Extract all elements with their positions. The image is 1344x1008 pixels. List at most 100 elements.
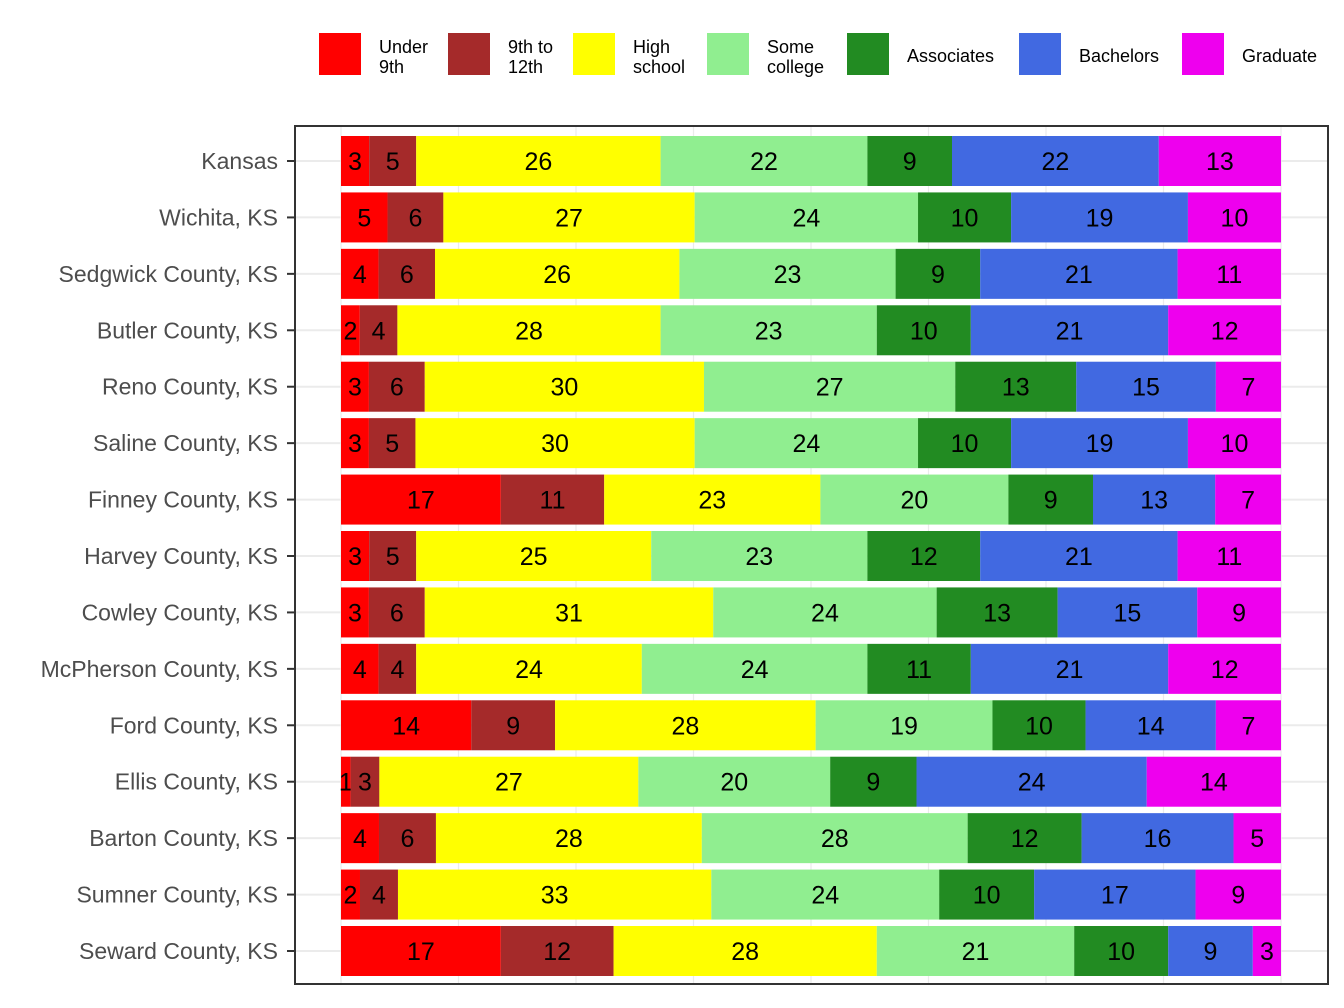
data-label: 23 (745, 543, 773, 571)
bar-segment (703, 361, 956, 412)
data-label: 12 (1211, 656, 1239, 684)
data-label: 28 (515, 317, 543, 345)
plot-panel-border (294, 125, 1329, 985)
data-label: 12 (1211, 317, 1239, 345)
bar-segment (341, 643, 379, 694)
y-tick-label: Sedgwick County, KS (59, 261, 278, 287)
bar-segment (820, 474, 1009, 525)
data-label: 24 (811, 882, 839, 910)
bar-segment (918, 192, 1012, 243)
data-label: 17 (1101, 882, 1129, 910)
data-label: 4 (353, 825, 367, 853)
y-tick-label: Cowley County, KS (82, 599, 278, 625)
data-label: 10 (973, 882, 1001, 910)
bar-segment (1215, 474, 1281, 525)
data-label: 20 (900, 487, 928, 515)
legend-key (1019, 33, 1061, 75)
legend-label: High school (633, 37, 685, 77)
legend-key (707, 33, 749, 75)
bar-segment (500, 474, 605, 525)
data-label: 9 (506, 712, 520, 740)
data-label: 19 (1086, 204, 1114, 232)
bar-segment (694, 418, 919, 469)
bar-segment (350, 756, 380, 807)
data-label: 6 (400, 261, 414, 289)
data-label: 16 (1144, 825, 1172, 853)
bar-segment (613, 926, 877, 976)
bar-segment (1168, 305, 1281, 356)
data-label: 14 (1137, 712, 1165, 740)
data-label: 26 (543, 261, 571, 289)
bar-segment (939, 869, 1035, 920)
y-tick-label: Ford County, KS (110, 712, 278, 738)
bar-segment (967, 813, 1082, 864)
data-label: 17 (407, 487, 435, 515)
bar-segment (359, 869, 398, 920)
bar-segment (341, 700, 472, 751)
data-label: 3 (348, 430, 362, 458)
data-label: 4 (353, 656, 367, 684)
data-label: 27 (816, 374, 844, 402)
y-tick-label: Kansas (201, 148, 278, 174)
bar-segment (368, 361, 425, 412)
data-label: 12 (543, 938, 571, 966)
bar-segment (555, 700, 816, 751)
bar-segment (359, 305, 398, 356)
data-label: 6 (390, 374, 404, 402)
data-label: 27 (555, 204, 583, 232)
data-label: 10 (951, 430, 979, 458)
bar-segment (341, 869, 360, 920)
data-label: 7 (1241, 487, 1255, 515)
bar-segment (980, 531, 1178, 581)
data-label: 24 (515, 656, 543, 684)
data-label: 6 (390, 599, 404, 627)
data-label: 14 (1200, 769, 1228, 797)
legend-key (448, 33, 490, 75)
data-label: 30 (541, 430, 569, 458)
data-label: 6 (409, 204, 423, 232)
data-label: 5 (386, 148, 400, 176)
data-label: 21 (962, 938, 990, 966)
bar-segment (435, 813, 702, 864)
bar-segment (1146, 756, 1281, 807)
data-label: 4 (372, 882, 386, 910)
bar-segment (379, 756, 639, 807)
bar-segment (1081, 813, 1234, 864)
bar-segment (378, 643, 417, 694)
bar-segment (1187, 192, 1281, 243)
data-label: 11 (1216, 543, 1242, 571)
data-label: 22 (750, 148, 778, 176)
bar-segment (416, 643, 642, 694)
bar-segment (1195, 869, 1281, 920)
bar-segment (867, 531, 981, 581)
bar-segment (500, 926, 614, 976)
data-label: 3 (348, 148, 362, 176)
data-label: 24 (811, 599, 839, 627)
data-label: 21 (1065, 261, 1093, 289)
data-label: 31 (555, 599, 583, 627)
data-label: 19 (890, 712, 918, 740)
data-label: 24 (1018, 769, 1046, 797)
legend-key (847, 33, 889, 75)
data-label: 11 (1216, 261, 1242, 289)
y-tick-label: Barton County, KS (89, 825, 278, 851)
bar-segment (711, 869, 940, 920)
data-label: 10 (1025, 712, 1053, 740)
bar-segment (1034, 869, 1196, 920)
data-label: 23 (774, 261, 802, 289)
data-label: 13 (1140, 487, 1168, 515)
data-label: 28 (821, 825, 849, 853)
bar-segment (867, 136, 952, 186)
bar-segment (397, 305, 661, 356)
data-label: 4 (353, 261, 367, 289)
bar-segment (387, 192, 444, 243)
data-label: 3 (358, 769, 372, 797)
bar-segment (918, 418, 1012, 469)
bar-segment (443, 192, 695, 243)
data-label: 5 (385, 430, 399, 458)
bar-segment (341, 474, 501, 525)
bar-segment (341, 136, 370, 186)
bar-segment (1057, 587, 1198, 638)
data-label: 13 (1002, 374, 1030, 402)
bar-segment (936, 587, 1058, 638)
